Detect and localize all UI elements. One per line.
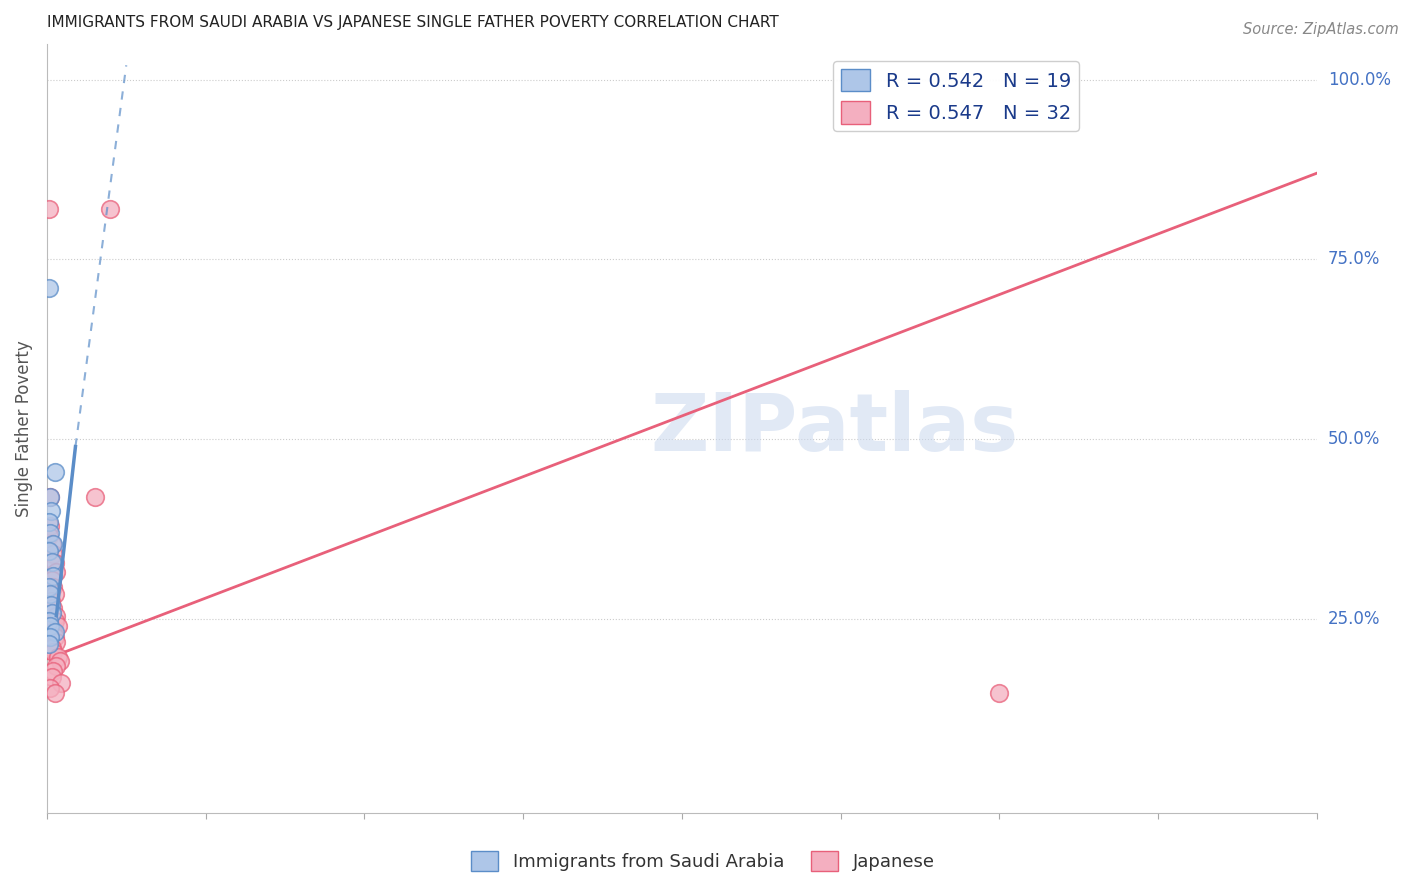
Point [42,548,65,562]
Point [41,537,63,551]
Y-axis label: Single Father Poverty: Single Father Poverty [15,340,32,517]
Point [39,504,62,518]
Point [44,587,66,601]
Point [45,635,67,649]
Point [44,465,66,479]
Point [39,630,62,644]
Text: IMMIGRANTS FROM SAUDI ARABIA VS JAPANESE SINGLE FATHER POVERTY CORRELATION CHART: IMMIGRANTS FROM SAUDI ARABIA VS JAPANESE… [46,15,779,30]
Point [41,670,63,684]
Legend: Immigrants from Saudi Arabia, Japanese: Immigrants from Saudi Arabia, Japanese [464,844,942,879]
Point [39,518,62,533]
Point [44,685,66,699]
Point [46,649,69,664]
Point [41,573,63,587]
Point [39,619,62,633]
Point [38,202,60,216]
Point [41,607,63,621]
Point [41,580,63,594]
Point [39,587,62,601]
Point [38,529,60,543]
Point [38,281,60,295]
Legend: R = 0.542   N = 19, R = 0.547   N = 32: R = 0.542 N = 19, R = 0.547 N = 32 [832,61,1078,131]
Point [42,664,65,678]
Point [38,580,60,594]
Point [45,608,67,623]
Point [38,515,60,529]
Text: ZIPatlas: ZIPatlas [650,390,1018,467]
Point [100,202,122,216]
Text: 25.0%: 25.0% [1329,610,1381,628]
Point [39,681,62,695]
Point [46,619,69,633]
Text: Source: ZipAtlas.com: Source: ZipAtlas.com [1243,22,1399,37]
Point [39,525,62,540]
Point [39,598,62,612]
Text: 75.0%: 75.0% [1329,251,1381,268]
Point [39,594,62,608]
Point [41,640,63,655]
Point [42,644,65,658]
Point [39,490,62,504]
Text: 50.0%: 50.0% [1329,430,1381,449]
Point [42,569,65,583]
Point [51,675,73,690]
Point [41,537,63,551]
Point [45,566,67,580]
Point [44,625,66,640]
Point [42,601,65,615]
Point [41,625,63,640]
Point [48,654,70,668]
Point [38,614,60,628]
Point [38,637,60,651]
Point [44,556,66,570]
Point [44,630,66,644]
Point [988,685,1011,699]
Point [41,555,63,569]
Point [39,490,62,504]
Point [38,544,60,558]
Point [44,614,66,628]
Point [45,659,67,673]
Point [83,490,105,504]
Text: 100.0%: 100.0% [1329,70,1391,88]
